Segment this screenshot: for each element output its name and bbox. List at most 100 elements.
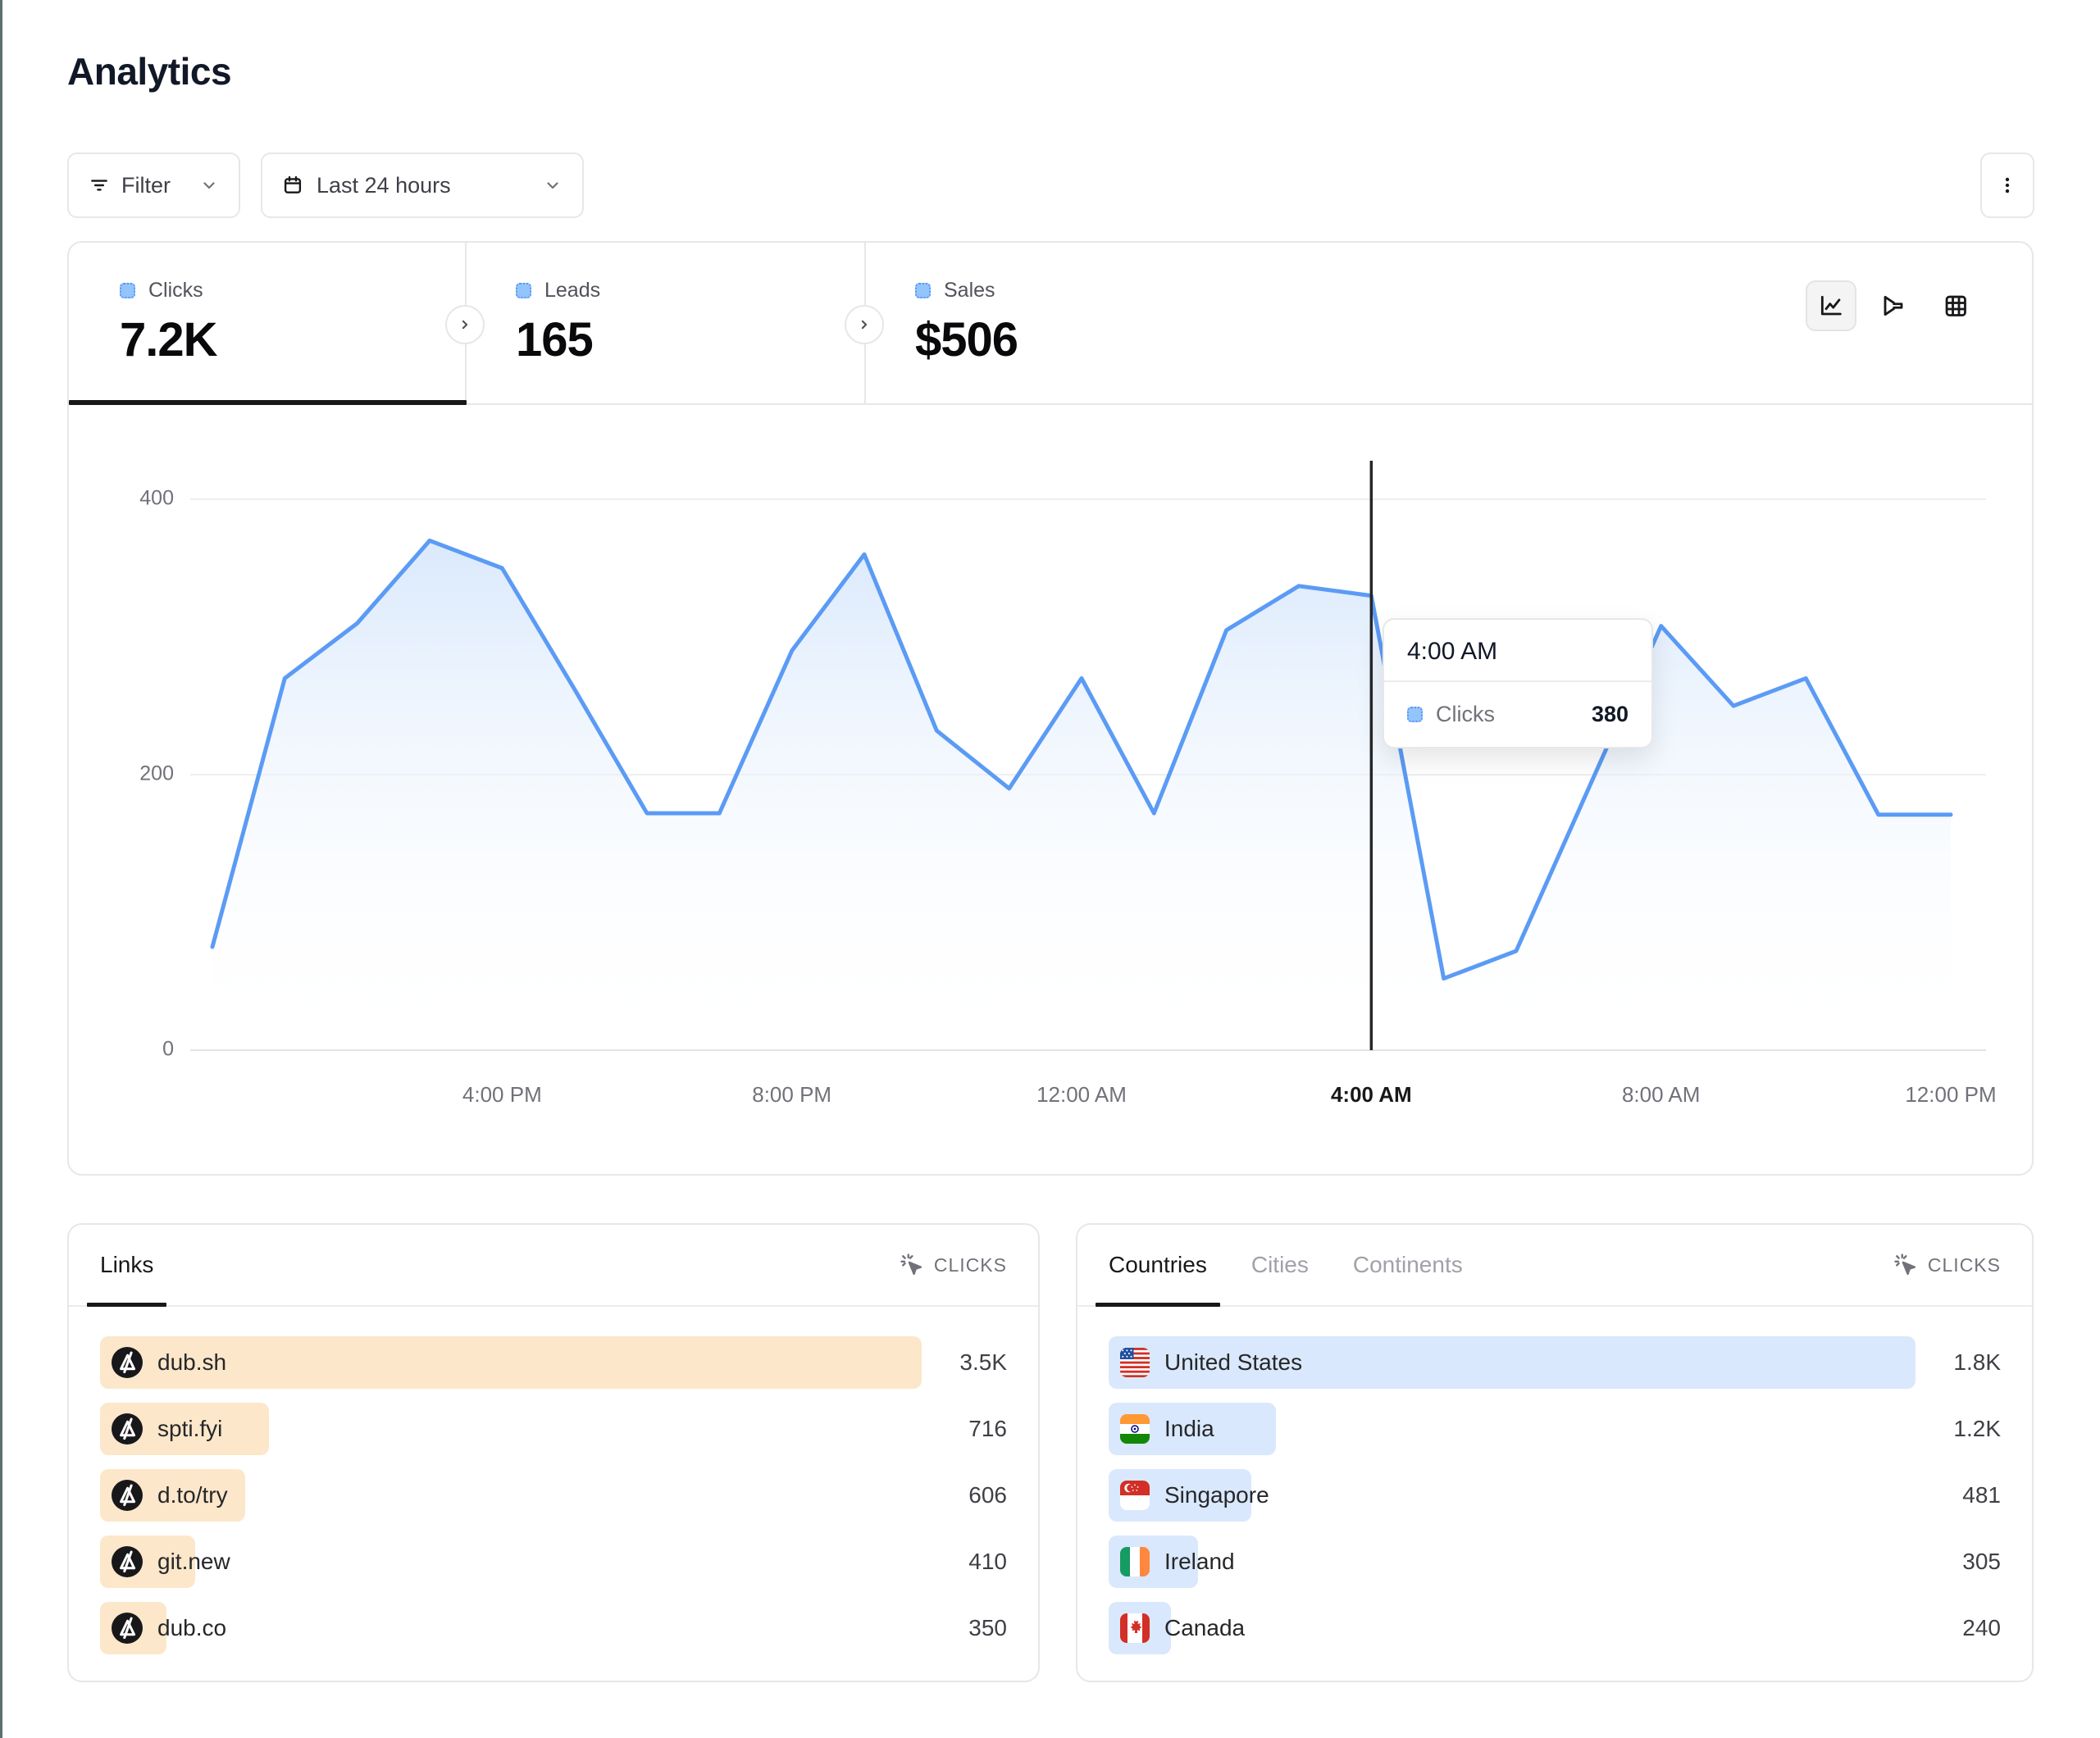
dub-logo-icon [112,1613,143,1644]
sg-flag-icon [1120,1481,1150,1510]
x-axis-tick: 8:00 PM [752,1082,831,1107]
ca-flag-icon [1120,1613,1150,1643]
dub-logo-icon [112,1347,143,1378]
line-chart-icon [1820,295,1842,316]
cursor-click-icon [900,1253,922,1276]
list-item-ireland[interactable]: Ireland 305 [1109,1536,2001,1588]
item-value: 1.8K [1953,1349,2001,1375]
item-value: 410 [968,1549,1007,1574]
stat-tab-leads[interactable]: Leads 165 [465,243,864,403]
tooltip-clicks-chip-icon [1407,707,1423,722]
expand-clicks-button[interactable] [445,305,485,344]
in-flag-icon [1120,1414,1150,1444]
list-item-united-states[interactable]: United States 1.8K [1109,1336,2001,1389]
y-axis-tick: 200 [139,762,174,785]
item-value: 3.5K [959,1349,1007,1375]
x-axis-tick: 12:00 PM [1905,1082,1996,1107]
list-item-dub-co[interactable]: dub.co 350 [100,1602,1007,1654]
view-table-button[interactable] [1930,280,1981,331]
item-label: Singapore [1164,1482,1269,1508]
dub-logo-icon [112,1546,143,1577]
filter-button[interactable]: Filter [67,152,240,218]
filter-button-label: Filter [121,172,171,198]
chevron-right-icon [861,320,868,330]
list-item-india[interactable]: India 1.2K [1109,1403,2001,1455]
view-line-chart-button[interactable] [1806,280,1856,331]
list-item-d-to-try[interactable]: d.to/try 606 [100,1469,1007,1522]
window-edge [0,0,2,1738]
cursor-click-icon [1894,1253,1916,1276]
stat-label: Leads [544,279,601,302]
sales-legend-chip-icon [915,283,931,298]
item-value: 481 [1962,1482,2001,1508]
leads-legend-chip-icon [516,283,531,298]
panel-tab-countries[interactable]: Countries [1096,1225,1220,1307]
links-panel: Links CLICKS dub.sh 3.5K spti.fyi [67,1223,1040,1682]
tooltip-series-label: Clicks [1436,702,1495,726]
date-range-label: Last 24 hours [317,172,451,198]
countries-metric-label: CLICKS [1927,1253,2001,1276]
item-label: India [1164,1416,1214,1441]
x-axis-tick: 12:00 AM [1036,1082,1127,1107]
more-options-button[interactable] [1980,152,2034,218]
item-label: Ireland [1164,1549,1235,1574]
y-axis-tick: 0 [162,1038,174,1061]
countries-panel: Countries Cities Continents CLICKS United … [1076,1223,2034,1682]
funnel-chart-icon [1884,295,1903,316]
links-panel-header: Links CLICKS [69,1225,1038,1307]
list-item-dub-sh[interactable]: dub.sh 3.5K [100,1336,1007,1389]
value-bar [100,1336,922,1389]
panel-tab-cities[interactable]: Cities [1250,1252,1309,1277]
links-metric-label: CLICKS [933,1253,1007,1276]
item-label: spti.fyi [157,1416,223,1441]
date-range-button[interactable]: Last 24 hours [261,152,584,218]
page-title: Analytics [67,50,232,93]
clicks-area-chart[interactable]: 0 200 400 4:00 PM 8:00 PM 12:00 AM 4:00 AM 8:00… [69,405,2032,1174]
item-value: 606 [968,1482,1007,1508]
list-item-singapore[interactable]: Singapore 481 [1109,1469,2001,1522]
item-value: 716 [968,1416,1007,1441]
clicks-total-value: 7.2K [120,313,218,366]
dub-logo-icon [112,1413,143,1445]
sales-total-value: $506 [915,313,1018,366]
stat-label: Sales [944,279,995,302]
list-item-git-new[interactable]: git.new 410 [100,1536,1007,1588]
panel-tab-continents[interactable]: Continents [1352,1252,1463,1277]
analytics-chart-card: Clicks 7.2K Leads 165 Sales $506 [67,241,2034,1176]
view-funnel-button[interactable] [1868,280,1919,331]
kebab-menu-icon [1997,175,2018,196]
x-axis-tick: 4:00 AM [1331,1082,1412,1107]
expand-leads-button[interactable] [845,305,884,344]
x-axis-tick: 4:00 PM [462,1082,542,1107]
active-tab-underline [69,400,467,405]
leads-total-value: 165 [516,313,594,366]
calendar-icon [282,175,303,196]
chevron-down-icon [543,175,563,195]
item-value: 240 [1962,1615,2001,1640]
countries-metric-toggle[interactable]: CLICKS [1893,1253,2001,1277]
table-icon [1945,295,1966,316]
list-item-canada[interactable]: Canada 240 [1109,1602,2001,1654]
stats-tab-bar: Clicks 7.2K Leads 165 Sales $506 [69,243,2032,405]
item-value: 305 [1962,1549,2001,1574]
stat-tab-clicks[interactable]: Clicks 7.2K [69,243,465,403]
links-metric-toggle[interactable]: CLICKS [900,1253,1007,1277]
dub-logo-icon [112,1480,143,1511]
chart-view-toggle [1806,280,1981,331]
chevron-down-icon [199,175,219,195]
list-item-spti-fyi[interactable]: spti.fyi 716 [100,1403,1007,1455]
value-bar [1109,1336,1916,1389]
ie-flag-icon [1120,1547,1150,1576]
chart-tooltip: 4:00 AM Clicks 380 [1383,618,1653,748]
panel-tab-links[interactable]: Links [86,1225,167,1307]
countries-panel-header: Countries Cities Continents CLICKS [1077,1225,2032,1307]
us-flag-icon [1120,1348,1150,1377]
item-value: 350 [968,1615,1007,1640]
chevron-right-icon [462,320,468,330]
item-label: Canada [1164,1615,1246,1640]
stat-tab-sales[interactable]: Sales $506 [864,243,1291,403]
item-label: git.new [157,1549,230,1574]
item-label: dub.sh [157,1349,227,1375]
item-value: 1.2K [1953,1416,2001,1441]
filter-lines-icon [89,175,110,196]
